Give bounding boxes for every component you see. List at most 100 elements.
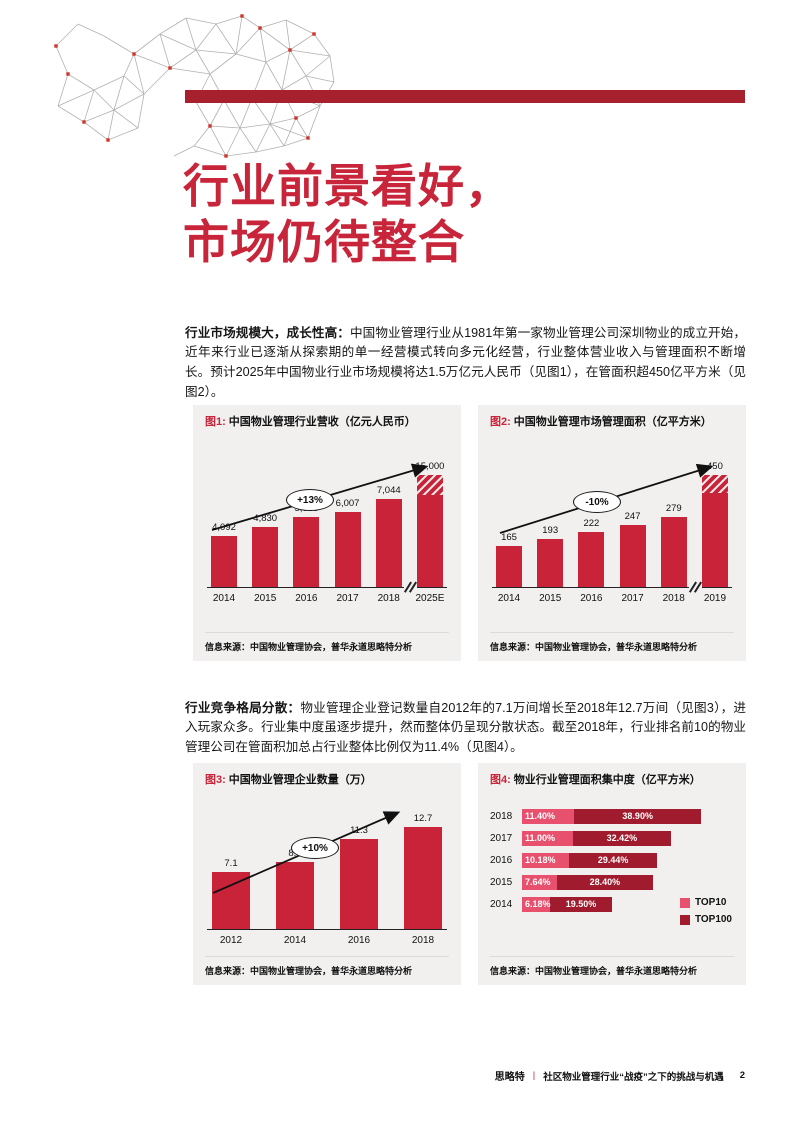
top10-bar (522, 875, 558, 890)
paragraph2-body: 物业管理企业登记数量自2012年的7.1万间增长至2018年12.7万间（见图3… (185, 700, 746, 755)
bar (496, 545, 522, 587)
figure1-source: 信息来源：中国物业管理协会，普华永道思略特分析 (205, 632, 449, 653)
x-axis-labels: 2014 2015 2016 2017 2018 2025E (207, 593, 447, 604)
figure4-tag: 图4: (490, 774, 511, 786)
bar-value-label: 4,092 (212, 521, 236, 533)
axis-break-mark (404, 580, 417, 594)
figure3-header: 图3: 中国物业管理企业数量（万） (205, 774, 451, 788)
bar (660, 517, 687, 587)
top10-bar (522, 897, 551, 912)
bar-value-label: 450 (707, 461, 723, 472)
x-axis-label: 2014 (283, 935, 307, 946)
bar (276, 861, 314, 929)
x-axis-label: 2016 (580, 593, 603, 604)
bar-group: 222 (574, 517, 608, 587)
bar-group: 4,830 (248, 513, 282, 587)
row-year-label: 2014 (490, 899, 513, 910)
bar-value-label: 222 (583, 517, 600, 529)
concentration-row: 2014 6.18% 19.50% (490, 897, 734, 912)
figure3-title: 中国物业管理企业数量（万） (228, 774, 372, 786)
bar-group: 7.1 (207, 858, 255, 929)
header-red-bar (185, 90, 745, 103)
axis-break-mark (689, 580, 702, 594)
x-axis-label: 2018 (411, 935, 435, 946)
top10-bar (522, 853, 569, 868)
bar-value-label: 247 (624, 511, 641, 523)
figure4-title: 物业行业管理面积集中度（亿平方米） (513, 774, 701, 786)
x-axis-labels: 2014 2015 2016 2017 2018 2019 (492, 593, 732, 604)
row-bar: 11.40% 38.90% (522, 809, 734, 824)
legend-item-top10: TOP10 (679, 897, 732, 908)
x-axis-label: 2012 (219, 935, 243, 946)
row-year-label: 2018 (490, 811, 513, 822)
footer-doc-title: 社区物业管理行业“战疫”之下的挑战与机遇 (543, 1071, 724, 1083)
bar-group: 247 (616, 511, 650, 587)
figure2-chart: 165 193 222 247 279 450 2014 2015 2016 2017 2018 20… (492, 455, 732, 615)
figure3-chart: 7.1 8.4 11.3 12.7 2012 2014 2016 2018 +10% (207, 807, 447, 967)
x-axis-label: 2018 (662, 593, 685, 604)
legend: TOP10 TOP100 (679, 897, 732, 925)
bar (334, 511, 361, 587)
bar-value-label: 6,007 (335, 497, 360, 509)
legend-chip-top10 (679, 897, 690, 908)
x-axis-label: 2018 (377, 593, 400, 604)
bar-group: 12.7 (399, 813, 447, 929)
bar (340, 838, 378, 929)
row-bar: 11.00% 32.42% (522, 831, 734, 846)
top10-bar (522, 809, 575, 824)
x-axis-label: 2016 (347, 935, 371, 946)
bar-series: 7.1 8.4 11.3 12.7 (207, 807, 447, 929)
bar-series: 4,092 4,830 5,568 6,007 7,044 15,000 (207, 455, 447, 587)
bar-group: 11.3 (335, 825, 383, 929)
row-bar: 6.18% 19.50% (522, 897, 734, 912)
paragraph1-body: 中国物业管理行业从1981年第一家物业管理公司深圳物业的成立开始，近年来行业已逐… (185, 325, 746, 400)
figure3-panel: 图3:中国物业管理企业数量（万） 7.18.411.312.7201220142… (193, 763, 461, 985)
top10-value-label: 6.18% (525, 899, 551, 909)
bar-group: 5,568 (289, 503, 323, 587)
top10-value-label: 11.00% (525, 833, 556, 843)
x-axis-labels: 2012 2014 2016 2018 (207, 935, 447, 946)
figure3-tag: 图3: (205, 774, 226, 786)
page-title-line2: 市场仍待整合 (183, 216, 465, 269)
paragraph2-lead: 行业竞争格局分散： (185, 700, 301, 715)
figure2-tag: 图2: (490, 416, 511, 428)
figure2-panel: 图2: 中国物业管理市场管理面积（亿平方米） 165 193 222 247 279 450… (478, 405, 746, 661)
legend-chip-top100 (679, 914, 690, 925)
x-axis-label: 2015 (254, 593, 277, 604)
figure2-header: 图2: 中国物业管理市场管理面积（亿平方米） (490, 416, 736, 430)
x-axis-label: 2014 (497, 593, 521, 604)
bar-value-label: 165 (501, 531, 517, 543)
page-title-line1: 行业前景看好， (183, 160, 512, 212)
figure1-title: 中国物业管理行业营收（亿元人民币） (228, 416, 416, 428)
bar (416, 475, 443, 587)
x-axis-label: 2019 (703, 593, 727, 604)
projection-hatch (701, 475, 728, 493)
network-mesh-graphic (54, 14, 335, 158)
figure3-source: 信息来源：中国物业管理协会，普华永道思略特分析 (205, 956, 449, 977)
top100-value-label: 29.44% (597, 855, 629, 865)
paragraph-competition: 行业竞争格局分散：物业管理企业登记数量自2012年的7.1万间增长至2018年1… (185, 699, 746, 759)
figure1-chart: 4,0924,8305,5686,0077,04415,000201420152… (207, 455, 447, 615)
bar (701, 475, 728, 587)
footer-brand: 思略特 (494, 1072, 525, 1083)
cagr-annotation: -10% (573, 491, 621, 513)
projection-hatch (416, 475, 443, 495)
bar-value-label: 4,830 (253, 512, 278, 524)
legend-label: TOP10 (694, 897, 727, 908)
x-axis-line (207, 929, 447, 930)
bar-value-label: 11.3 (350, 824, 368, 836)
concentration-row: 2017 11.00% 32.42% (490, 831, 734, 846)
figure4-chart: 2018 11.40% 38.90% 2017 11.00% 32.42% 2016 10.1… (490, 809, 734, 951)
concentration-row: 2015 7.64% 28.40% (490, 875, 734, 890)
page-footer: 思略特 | 社区物业管理行业“战疫”之下的挑战与机遇 2 (495, 1068, 745, 1083)
bar-value-label: 193 (542, 524, 559, 536)
footer-page-number: 2 (739, 1070, 745, 1081)
bar-group: 450 (698, 461, 732, 587)
concentration-row: 2018 11.40% 38.90% (490, 809, 734, 824)
bar-value-label: 279 (665, 503, 682, 515)
bar-series: 165 193 222 247 279 450 (492, 455, 732, 587)
figure4-panel: 图4: 物业行业管理面积集中度（亿平方米） 2018 11.40% 38.90% 201… (478, 763, 746, 985)
page-title: 行业前景看好， 市场仍待整合 (183, 158, 512, 270)
x-axis-label: 2015 (539, 593, 562, 604)
